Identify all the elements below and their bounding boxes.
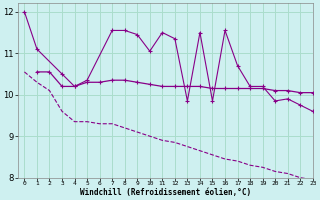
X-axis label: Windchill (Refroidissement éolien,°C): Windchill (Refroidissement éolien,°C) xyxy=(80,188,251,197)
